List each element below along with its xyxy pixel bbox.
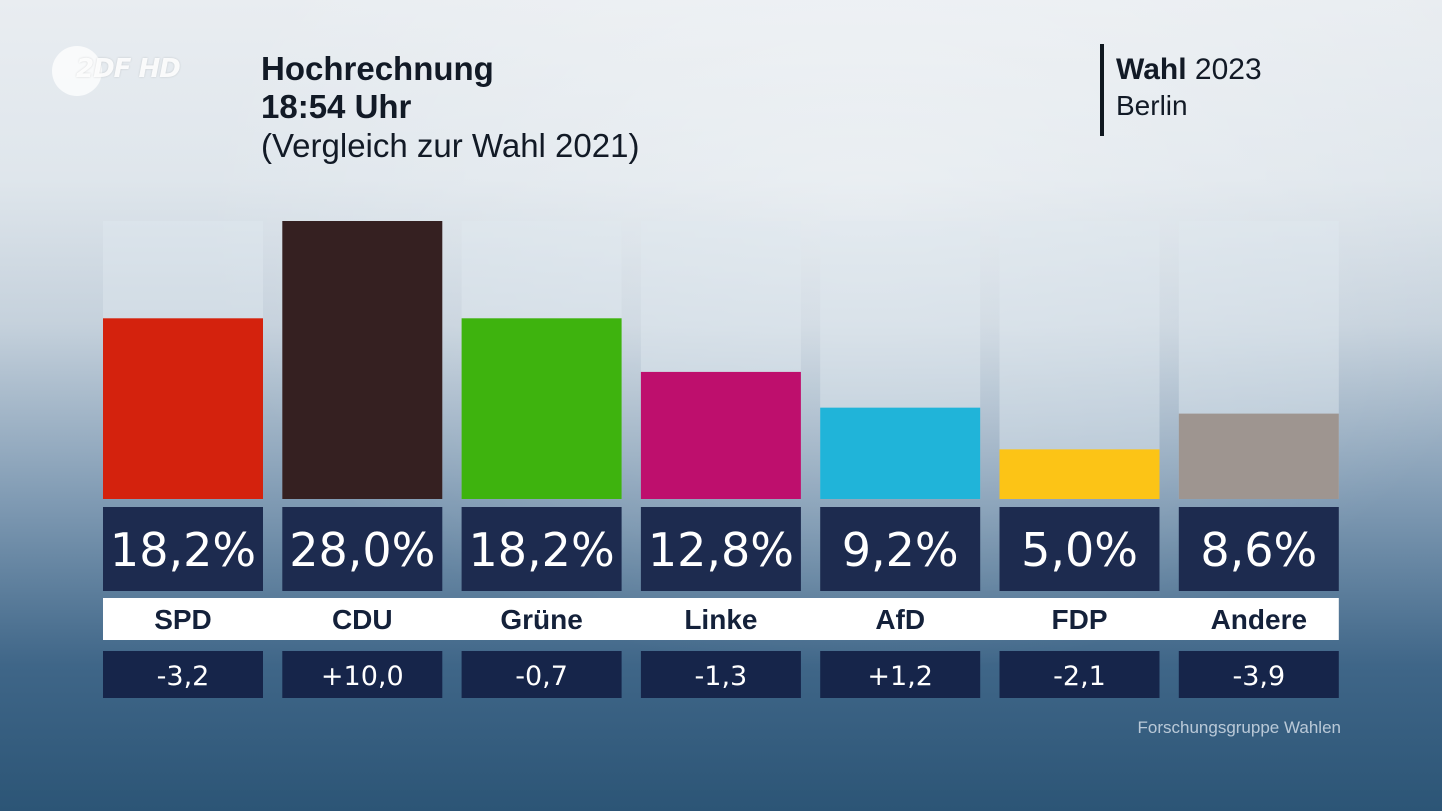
- logo-circle: [52, 46, 102, 96]
- value-label-linke: 12,8%: [648, 523, 794, 577]
- party-label-fdp: FDP: [1052, 604, 1108, 635]
- party-label-afd: AfD: [875, 604, 925, 635]
- value-box-gruene: [461, 507, 622, 591]
- value-box-fdp: [999, 507, 1160, 591]
- value-label-cdu: 28,0%: [289, 523, 435, 577]
- value-box-cdu: [282, 507, 443, 591]
- diff-box-fdp: [999, 651, 1160, 698]
- election-info: Wahl 2023 Berlin: [1100, 44, 1262, 136]
- diff-box-afd: [820, 651, 981, 698]
- diff-label-gruene: -0,7: [515, 661, 568, 692]
- value-box-afd: [820, 507, 981, 591]
- chart-title: Hochrechnung: [261, 50, 494, 87]
- value-box-spd: [103, 507, 263, 591]
- diff-label-afd: +1,2: [867, 661, 933, 692]
- value-label-spd: 18,2%: [110, 523, 256, 577]
- party-label-spd: SPD: [154, 604, 212, 635]
- bar-fdp: [999, 449, 1160, 499]
- bar-cdu: [282, 221, 443, 499]
- diff-box-spd: [103, 651, 263, 698]
- bar-spd: [103, 318, 263, 499]
- election-title: Wahl 2023: [1116, 52, 1262, 88]
- election-label: Wahl: [1116, 53, 1187, 86]
- diff-box-andere: [1178, 651, 1339, 698]
- diff-label-fdp: -2,1: [1053, 661, 1106, 692]
- party-label-andere: Andere: [1211, 604, 1307, 635]
- bar-andere: [1178, 413, 1339, 499]
- value-box-andere: [1178, 507, 1339, 591]
- value-label-andere: 8,6%: [1200, 523, 1317, 577]
- chart-time: 18:54 Uhr: [261, 88, 412, 125]
- bar-gruene: [461, 318, 622, 499]
- broadcaster-logo: 2DF HD: [52, 46, 202, 96]
- diff-box-linke: [640, 651, 801, 698]
- chart-subtitle: (Vergleich zur Wahl 2021): [261, 127, 640, 164]
- value-label-afd: 9,2%: [842, 523, 959, 577]
- data-source: Forschungsgruppe Wahlen: [1137, 718, 1342, 737]
- election-year: 2023: [1194, 53, 1262, 86]
- bar-linke: [640, 371, 801, 499]
- diff-label-cdu: +10,0: [321, 661, 404, 692]
- value-box-linke: [640, 507, 801, 591]
- party-label-band: [103, 598, 1339, 640]
- diff-label-andere: -3,9: [1232, 661, 1285, 692]
- logo-text: 2DF HD: [76, 54, 181, 84]
- party-label-linke: Linke: [684, 604, 757, 635]
- diff-box-gruene: [461, 651, 622, 698]
- diff-label-linke: -1,3: [695, 661, 748, 692]
- election-region: Berlin: [1116, 90, 1188, 121]
- diff-label-spd: -3,2: [157, 661, 210, 692]
- party-label-gruene: Grüne: [500, 604, 582, 635]
- party-label-cdu: CDU: [332, 604, 393, 635]
- value-label-fdp: 5,0%: [1021, 523, 1138, 577]
- chart-title-block: Hochrechnung 18:54 Uhr (Vergleich zur Wa…: [261, 50, 639, 166]
- diff-box-cdu: [282, 651, 443, 698]
- bar-afd: [820, 407, 981, 499]
- value-label-gruene: 18,2%: [469, 523, 615, 577]
